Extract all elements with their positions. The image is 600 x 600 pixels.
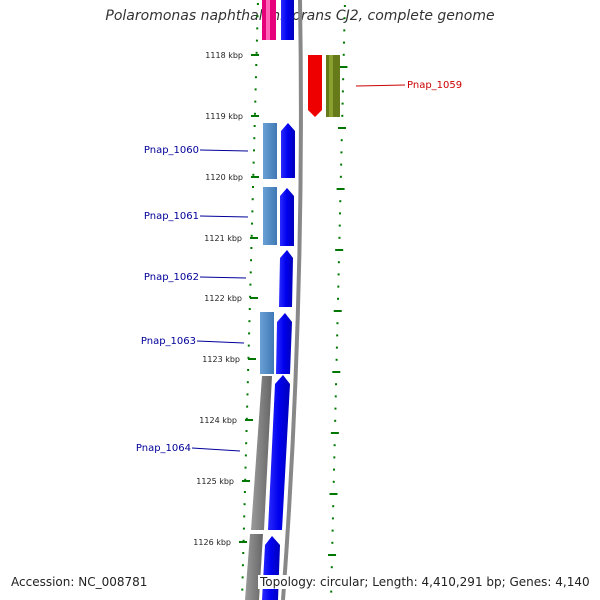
left-tick-track bbox=[241, 3, 259, 591]
kbp-label: 1122 kbp bbox=[204, 294, 242, 303]
gene-label-1059[interactable]: Pnap_1059 bbox=[407, 80, 462, 91]
gene-bar-1063 bbox=[260, 312, 274, 374]
gene-label-1064[interactable]: Pnap_1064 bbox=[136, 443, 191, 454]
kbp-labels: 1118 kbp 1119 kbp 1120 kbp 1121 kbp 1122 kbp… bbox=[193, 51, 259, 547]
kbp-label: 1126 kbp bbox=[193, 538, 231, 547]
cds-arrow-1061 bbox=[280, 188, 294, 246]
leader-line-1064 bbox=[191, 447, 241, 452]
leader-line-1059 bbox=[355, 84, 406, 87]
leader-line-1063 bbox=[196, 340, 245, 344]
backbone-line bbox=[281, 0, 303, 600]
red-reverse-gene bbox=[308, 55, 322, 117]
gene-bar-1064 bbox=[251, 376, 272, 530]
olive-reverse-gene-highlight bbox=[329, 55, 333, 117]
leader-line-1061 bbox=[199, 215, 249, 218]
genome-info-text: Topology: circular; Length: 4,410,291 bp… bbox=[258, 575, 592, 589]
gene-label-1063[interactable]: Pnap_1063 bbox=[141, 336, 196, 347]
gene-bar-1060 bbox=[263, 123, 277, 179]
cds-arrow-1064 bbox=[268, 375, 290, 530]
kbp-label: 1120 kbp bbox=[205, 173, 243, 182]
accession-text: Accession: NC_008781 bbox=[9, 575, 150, 589]
gene-label-1060[interactable]: Pnap_1060 bbox=[144, 145, 199, 156]
kbp-label: 1123 kbp bbox=[202, 355, 240, 364]
pink-gene-highlight bbox=[266, 0, 270, 40]
blue-gene-fragment bbox=[281, 0, 294, 40]
cds-arrow-bottom bbox=[262, 536, 280, 600]
cds-arrow-1062 bbox=[279, 250, 293, 307]
gene-label-1062[interactable]: Pnap_1062 bbox=[144, 272, 199, 283]
gene-label-1061[interactable]: Pnap_1061 bbox=[144, 211, 199, 222]
kbp-label: 1124 kbp bbox=[199, 416, 237, 425]
kbp-label: 1119 kbp bbox=[205, 112, 243, 121]
grey-bar-bottom bbox=[245, 534, 263, 600]
leader-line-1060 bbox=[199, 149, 249, 152]
leader-line-1062 bbox=[199, 276, 247, 279]
kbp-label: 1118 kbp bbox=[205, 51, 243, 60]
gene-bar-1061 bbox=[263, 187, 277, 245]
kbp-label: 1125 kbp bbox=[196, 477, 234, 486]
cds-arrow-1060 bbox=[281, 123, 295, 178]
kbp-label: 1121 kbp bbox=[204, 234, 242, 243]
cds-arrow-1063 bbox=[276, 313, 292, 374]
right-tick-track bbox=[328, 5, 348, 593]
